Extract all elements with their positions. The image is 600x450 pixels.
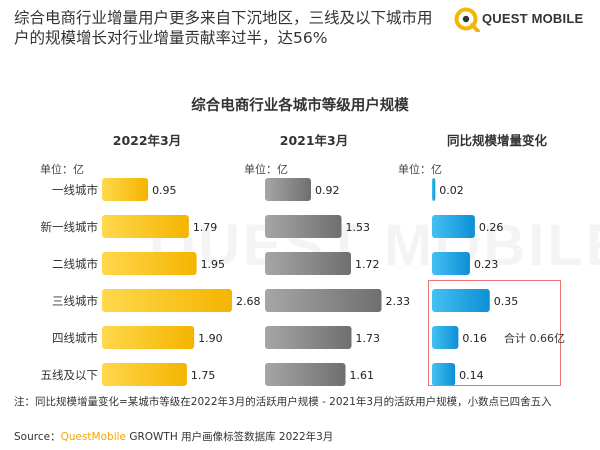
bar-1-0 xyxy=(265,178,311,201)
category-label: 新一线城市 xyxy=(40,220,99,234)
bar-2-5 xyxy=(432,363,456,386)
unit-label-2022: 单位：亿 xyxy=(40,163,84,176)
data-label-0-2: 1.95 xyxy=(201,258,226,271)
data-label-0-1: 1.79 xyxy=(193,221,218,234)
data-label-2-3: 0.35 xyxy=(494,295,519,308)
bar-1-1 xyxy=(265,215,342,238)
data-label-1-4: 1.73 xyxy=(356,332,381,345)
highlight-box xyxy=(428,280,561,386)
bar-0-3 xyxy=(102,289,232,312)
data-label-0-3: 2.68 xyxy=(236,295,260,308)
data-label-2-1: 0.26 xyxy=(479,221,504,234)
category-label: 四线城市 xyxy=(52,331,98,345)
data-label-2-5: 0.14 xyxy=(459,369,484,382)
data-label-2-0: 0.02 xyxy=(439,184,464,197)
headline: 综合电商行业增量用户更多来自下沉地区，三线及以下城市用户的规模增长对行业增量贡献… xyxy=(14,9,433,47)
bar-2-3 xyxy=(432,289,490,312)
source-prefix: Source： xyxy=(14,431,61,443)
category-label: 一线城市 xyxy=(52,183,98,197)
bar-0-2 xyxy=(102,252,197,275)
bar-2-2 xyxy=(432,252,470,275)
source-suffix: GROWTH 用户画像标签数据库 2022年3月 xyxy=(126,431,334,443)
bar-1-2 xyxy=(265,252,351,275)
watermark: QUEST MOBILE xyxy=(150,212,600,279)
column-title-2021: 2021年3月 xyxy=(279,133,349,148)
data-label-1-3: 2.33 xyxy=(386,295,411,308)
total-annotation: 合计 0.66亿 xyxy=(504,332,565,345)
data-label-1-0: 0.92 xyxy=(315,184,340,197)
bar-0-0 xyxy=(102,178,149,201)
logo-mark-icon xyxy=(454,7,480,32)
data-label-2-2: 0.23 xyxy=(474,258,499,271)
bar-1-5 xyxy=(265,363,346,386)
data-label-2-4: 0.16 xyxy=(462,332,487,345)
category-label: 二线城市 xyxy=(52,257,98,271)
data-label-0-0: 0.95 xyxy=(152,184,177,197)
bar-2-4 xyxy=(432,326,459,349)
chart-title: 综合电商行业各城市等级用户规模 xyxy=(191,98,409,114)
bar-1-3 xyxy=(265,289,382,312)
data-label-0-5: 1.75 xyxy=(191,369,216,382)
questmobile-logo xyxy=(454,7,480,32)
bar-0-4 xyxy=(102,326,195,349)
bar-1-4 xyxy=(265,326,352,349)
logo-text: QUEST MOBILE xyxy=(482,11,584,26)
category-label: 五线及以下 xyxy=(40,368,99,382)
unit-label-change: 单位：亿 xyxy=(398,163,442,176)
source-brand: QuestMobile xyxy=(60,431,126,443)
data-label-0-4: 1.90 xyxy=(198,332,223,345)
source-line: Source：QuestMobile GROWTH 用户画像标签数据库 2022… xyxy=(14,429,333,444)
column-title-change: 同比规模增量变化 xyxy=(446,133,547,148)
data-label-1-5: 1.61 xyxy=(350,369,375,382)
bar-2-1 xyxy=(432,215,475,238)
column-title-2022: 2022年3月 xyxy=(112,133,182,148)
bar-0-1 xyxy=(102,215,189,238)
data-label-1-1: 1.53 xyxy=(346,221,371,234)
category-label: 三线城市 xyxy=(52,294,98,308)
data-label-1-2: 1.72 xyxy=(355,258,380,271)
bar-0-5 xyxy=(102,363,187,386)
footnote: 注：同比规模增量变化=某城市等级在2022年3月的活跃用户规模 - 2021年3… xyxy=(14,396,552,408)
unit-label-2021: 单位：亿 xyxy=(244,163,288,176)
bar-2-0 xyxy=(432,178,436,201)
